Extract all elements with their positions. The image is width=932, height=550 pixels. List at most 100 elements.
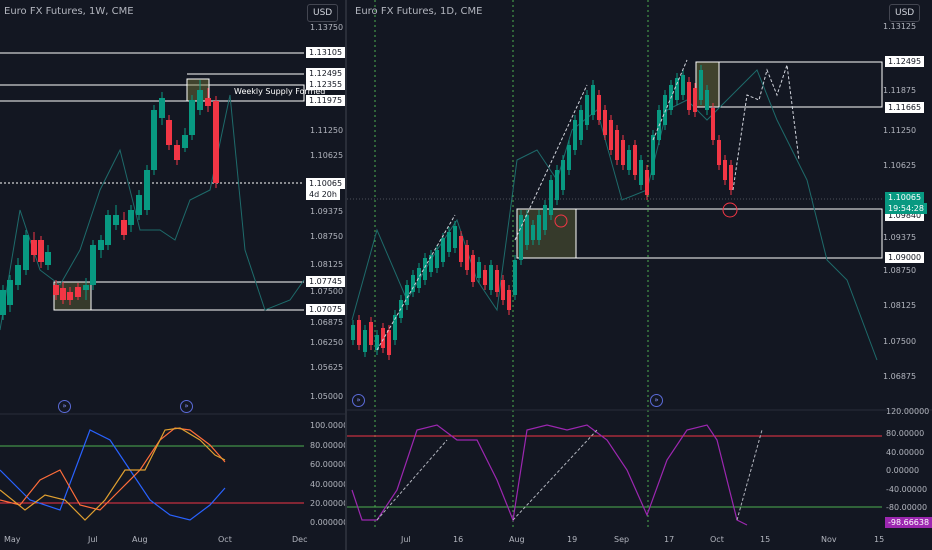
current-price-label: 1.10065 — [306, 178, 346, 189]
price-axis-label: 1.13125 — [883, 22, 917, 31]
candle — [591, 85, 595, 115]
candle — [717, 140, 721, 165]
candle — [519, 215, 523, 260]
left-chart-pane[interactable]: Euro FX Futures, 1W, CME USD 1.13750 1.11… — [0, 0, 358, 550]
go-to-realtime-icon[interactable]: » — [352, 394, 365, 407]
candle — [38, 240, 44, 262]
zone-price-label: 1.12495 — [885, 56, 925, 67]
candle — [699, 70, 703, 100]
candle — [549, 180, 553, 215]
overlay-line — [0, 94, 305, 331]
candle — [489, 265, 493, 290]
candle — [441, 238, 445, 262]
current-price-label: 1.10065 — [885, 192, 925, 203]
reaction-circle — [554, 214, 568, 228]
candle — [411, 275, 415, 292]
time-axis-label: Oct — [710, 535, 724, 544]
candle — [705, 90, 709, 110]
go-to-realtime-icon[interactable]: » — [650, 394, 663, 407]
price-axis-label: 1.06875 — [310, 318, 344, 327]
time-axis-label: May — [4, 535, 21, 544]
candle — [453, 226, 457, 248]
pane-divider[interactable] — [345, 0, 347, 550]
osc-projection — [512, 429, 598, 521]
candle — [136, 195, 142, 215]
right-chart-pane[interactable]: Euro FX Futures, 1D, CME USD 1.13125 1.11… — [347, 0, 932, 550]
projection-line — [376, 214, 456, 351]
zone-price-label: 1.07745 — [306, 276, 346, 287]
candle — [144, 170, 150, 210]
projection-path — [732, 64, 800, 191]
candle — [405, 285, 409, 305]
time-axis-label: 19 — [567, 535, 578, 544]
countdown-label: 4d 20h — [306, 189, 340, 200]
candle — [729, 165, 733, 190]
candle — [621, 140, 625, 165]
candle — [447, 232, 451, 252]
osc-axis-label: -40.00000 — [886, 485, 928, 494]
candle — [525, 215, 529, 245]
zone-price-label: 1.12355 — [306, 79, 346, 90]
candle — [83, 285, 89, 290]
candle — [53, 285, 59, 295]
candle — [513, 260, 517, 295]
zone-price-label: 1.09000 — [885, 252, 925, 263]
weekly-chart-canvas[interactable] — [0, 0, 345, 550]
projection-line — [652, 59, 688, 141]
currency-button[interactable]: USD — [307, 4, 339, 22]
osc-axis-label: 60.000000 — [310, 460, 354, 469]
candle — [471, 255, 475, 282]
candle — [381, 328, 385, 348]
osc-blue-line — [0, 429, 226, 521]
candle — [597, 95, 601, 120]
reaction-circle — [722, 202, 738, 218]
osc-yellow-line — [0, 427, 226, 521]
candle — [369, 322, 373, 345]
candle — [393, 315, 397, 340]
candle — [639, 160, 643, 185]
candle — [627, 150, 631, 170]
currency-button[interactable]: USD — [889, 4, 921, 22]
price-axis-label: 1.07500 — [883, 337, 917, 346]
go-to-realtime-icon[interactable]: » — [58, 400, 71, 413]
price-axis-label: 1.09375 — [883, 233, 917, 242]
chart-title: Euro FX Futures, 1W, CME — [4, 6, 134, 17]
daily-chart-canvas[interactable] — [347, 0, 932, 550]
candle — [711, 108, 715, 140]
price-axis-label: 1.08750 — [883, 266, 917, 275]
time-axis-label: 16 — [453, 535, 464, 544]
candle — [615, 130, 619, 160]
chart-title: Euro FX Futures, 1D, CME — [355, 6, 483, 17]
demand-zone-box — [575, 208, 883, 259]
osc-projection — [376, 439, 448, 521]
osc-line — [351, 424, 748, 526]
candle — [567, 145, 571, 170]
time-axis-label: Aug — [509, 535, 525, 544]
candle — [483, 270, 487, 285]
candle — [723, 160, 727, 180]
weekly-supply-annotation: Weekly Supply Formed — [234, 87, 326, 96]
candle — [435, 250, 439, 268]
candle — [633, 145, 637, 175]
supply-zone-box — [718, 61, 883, 108]
candle — [459, 236, 463, 262]
candle — [174, 145, 180, 160]
candle — [67, 292, 73, 300]
candle — [687, 82, 691, 110]
price-axis-label: 1.09375 — [310, 207, 344, 216]
candle — [693, 88, 697, 112]
candle — [651, 135, 655, 175]
candle — [75, 287, 81, 297]
candle — [205, 98, 211, 106]
price-axis-label: 1.13750 — [310, 23, 344, 32]
candle — [507, 290, 511, 310]
candle — [197, 90, 203, 110]
candle — [531, 225, 535, 240]
candle — [543, 205, 547, 230]
candle — [15, 265, 21, 285]
osc-orange-line — [0, 427, 226, 511]
time-axis-label: Sep — [614, 535, 630, 544]
candle — [663, 95, 667, 125]
go-to-realtime-icon[interactable]: » — [180, 400, 193, 413]
candle — [128, 210, 134, 225]
